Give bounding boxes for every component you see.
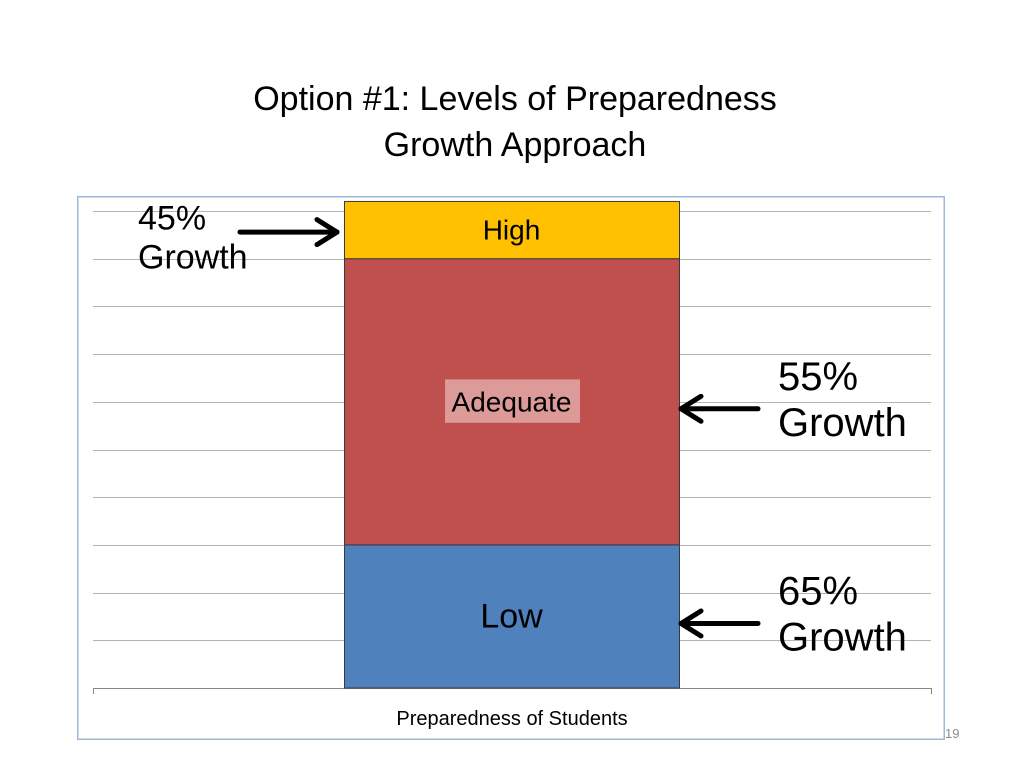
slide-number: 19 xyxy=(945,726,960,741)
annotation-growth-adequate: Growth xyxy=(778,401,907,445)
slide-title-line-1: Option #1: Levels of Preparedness xyxy=(253,80,777,118)
annotation-percent-high: 45% xyxy=(138,199,206,237)
segment-labels: Low Adequate High xyxy=(445,215,580,635)
annotation-growth-high: Growth xyxy=(138,239,248,277)
segment-label-high: High xyxy=(483,215,541,246)
segment-label-bg-adequate xyxy=(445,379,580,423)
segment-label-low: Low xyxy=(480,597,543,635)
segment-label-adequate: Adequate xyxy=(452,386,572,417)
slide-title-line-2: Growth Approach xyxy=(383,126,647,164)
annotation-percent-adequate: 55% xyxy=(778,355,858,399)
chart-frame xyxy=(77,196,945,740)
x-axis xyxy=(93,688,932,694)
annotation-growth-low: Growth xyxy=(778,615,907,659)
slide-title: Option #1: Levels of Preparedness Growth… xyxy=(0,76,1024,168)
x-axis-label: Preparedness of Students xyxy=(396,708,627,730)
bar-segment-high xyxy=(344,200,680,260)
annotation-percent-low: 65% xyxy=(778,569,858,613)
bar-segment-low xyxy=(344,544,680,689)
